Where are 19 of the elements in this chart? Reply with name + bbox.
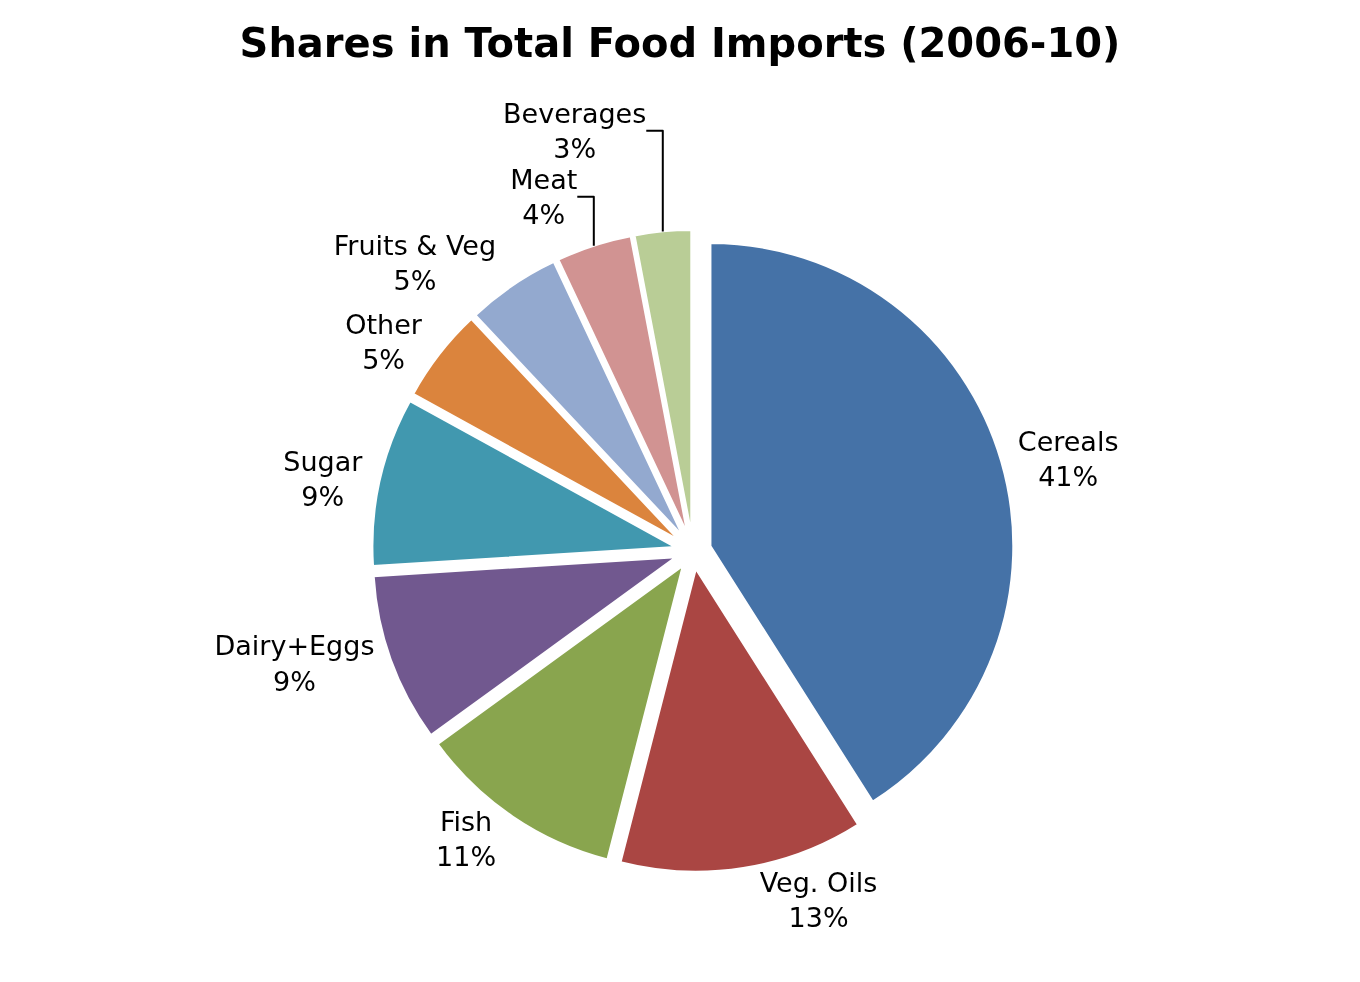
data-label: 4% (522, 198, 566, 230)
slice-label: Beverages (503, 97, 647, 129)
data-label: 13% (788, 902, 849, 934)
data-label: 5% (393, 264, 437, 296)
data-label: 5% (362, 343, 406, 375)
slice-label: Sugar (283, 446, 364, 478)
data-label: 3% (553, 132, 597, 164)
data-label: 11% (436, 841, 497, 873)
slice-label: Fruits & Veg (333, 229, 497, 261)
chart-title: Shares in Total Food Imports (2006-10) (239, 20, 1121, 67)
slice-label: Cereals (1017, 425, 1119, 457)
slice-label: Veg. Oils (759, 867, 878, 899)
data-label: 9% (273, 665, 316, 697)
slice-label: Dairy+Eggs (214, 630, 375, 662)
data-label: 9% (301, 481, 345, 513)
slice-label: Meat (510, 163, 578, 195)
data-label: 41% (1038, 460, 1099, 492)
slice-label: Other (345, 308, 423, 340)
slice-label: Fish (439, 806, 493, 838)
